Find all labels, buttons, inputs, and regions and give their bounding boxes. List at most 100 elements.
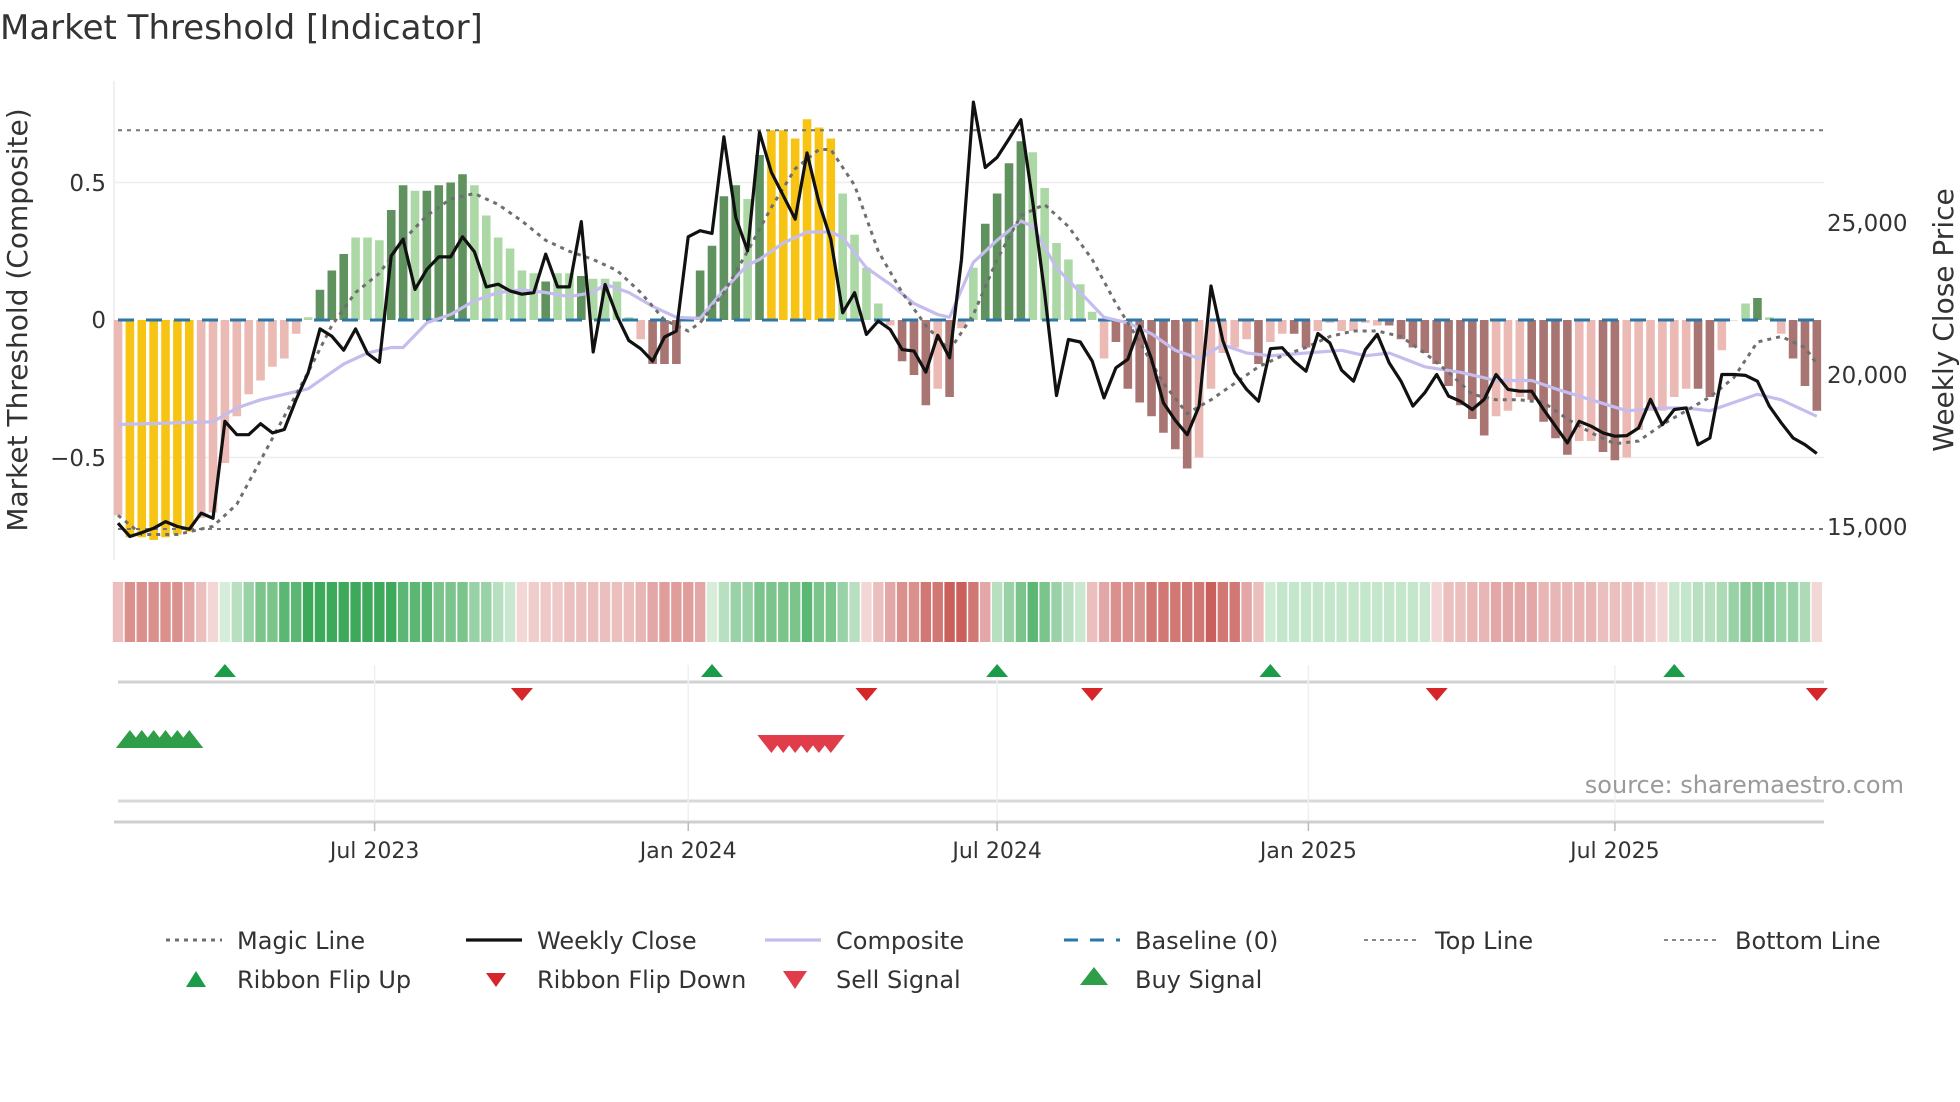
ribbon-cell [1253,582,1264,642]
composite-bar [1598,320,1608,452]
ribbon-cell [421,582,433,642]
composite-bar [280,320,289,359]
composite-bar [850,234,859,320]
composite-bar [1159,320,1168,433]
ribbon-cell [623,582,635,642]
composite-bar [1135,320,1144,403]
ribbon-cell [1740,582,1751,642]
legend-item-top: Top Line [1364,927,1533,955]
ribbon-cell [1324,582,1335,642]
ribbon-cell [1538,582,1549,642]
ribbon-cell [136,582,147,642]
ribbon-cell [552,582,563,642]
ribbon-cell [718,582,730,642]
ribbon-cell [908,582,920,642]
ribbon-cell [1407,582,1419,642]
right-tick-label: 15,000 [1827,515,1907,541]
composite-bar [1681,320,1691,389]
composite-bar [1753,298,1762,320]
ribbon-cell [659,582,670,642]
composite-bar [1586,320,1596,441]
ribbon-cell [813,582,825,642]
composite-bar [1016,141,1026,320]
ribbon-cell [778,582,789,642]
composite-bar [1420,320,1430,353]
composite-bar [1337,320,1346,331]
ribbon-cell [932,582,943,642]
ribbon-cell [386,582,397,642]
triangle-down-icon [783,971,807,989]
composite-bar [1301,320,1311,348]
ribbon-cell [1680,582,1692,642]
composite-bar [897,320,907,362]
ribbon-cell [231,582,242,642]
ribbon-cell [326,582,338,642]
composite-bar [553,273,562,320]
legend-label: Bottom Line [1735,927,1881,955]
composite-bar [1004,163,1014,320]
composite-bar [636,320,646,340]
legend-item-magic: Magic Line [166,927,365,955]
composite-bar [707,245,717,320]
composite-bar [1776,320,1786,334]
composite-bar [814,127,824,320]
x-tick-label: Jul 2025 [1568,839,1660,864]
ribbon-cell [944,582,955,642]
ribbon-cell [1467,582,1478,642]
ribbon-cell [1193,582,1205,642]
composite-bar [1289,320,1299,334]
ribbon-cell [528,582,539,642]
weekly-close-line [116,100,1818,539]
ribbon-cell [611,582,623,642]
ribbon-cell [267,582,278,642]
ribbon-cell [849,582,860,642]
legend-item-sell: Sell Signal [783,966,961,994]
ribbon-cell [599,582,611,642]
ribbon-cell [1015,582,1027,642]
composite-bar [1491,320,1501,417]
ribbon-cell [1288,582,1300,642]
ribbon-cell [789,582,801,642]
ribbon-cell [1312,582,1324,642]
composite-bar [1194,320,1204,458]
legend-item-bottom: Bottom Line [1664,927,1881,955]
ribbon-cell [302,582,314,642]
composite-bar [1658,320,1667,411]
x-tick-label: Jan 2025 [1258,839,1357,864]
ribbon-cell [968,582,979,642]
composite-bar [695,270,705,320]
composite-bar [1539,320,1548,422]
composite-bar [1372,320,1382,326]
right-axis-label: Weekly Close Price [1927,188,1960,451]
ribbon-cell [148,582,159,642]
ribbon-flip-down-marker [855,688,878,701]
composite-bar [1075,284,1085,320]
ribbon-cell [1039,582,1050,642]
composite-bar [208,320,218,513]
ribbon-cell [469,582,480,642]
composite-bar [1040,188,1049,320]
ribbon-cell [766,582,777,642]
ribbon-cell [279,582,290,642]
composite-bar [1242,320,1251,340]
triangle-up-icon [186,971,206,987]
ribbon-cell [694,582,706,642]
composite-bar [1729,320,1738,321]
ribbon-cell [1075,582,1086,642]
composite-bar [1515,320,1525,397]
ribbon [112,582,1823,642]
ribbon-cell [1585,582,1597,642]
ribbon-cell [1490,582,1502,642]
ribbon-cell [1229,582,1240,642]
composite-bar [434,185,444,320]
signals-panel [114,664,1828,824]
composite-bar [933,320,943,389]
ribbon-cell [124,582,136,642]
x-axis-ticks: Jul 2023 Jan 2024 Jul 2024 Jan 2025 Jul 2025 [328,822,1660,864]
composite-bar [184,320,194,532]
composite-bar [1147,320,1156,417]
ribbon-cell [1372,582,1383,642]
ribbon-cell [409,582,421,642]
composite-bar [125,320,135,538]
ribbon-cell [980,582,991,642]
